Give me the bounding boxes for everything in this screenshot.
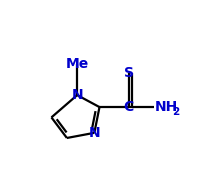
Text: Me: Me [66,57,89,71]
Text: 2: 2 [172,107,180,117]
Text: C: C [124,100,134,114]
Text: N: N [71,88,83,102]
Text: N: N [89,126,100,140]
Text: S: S [124,66,134,80]
Text: NH: NH [154,100,178,114]
